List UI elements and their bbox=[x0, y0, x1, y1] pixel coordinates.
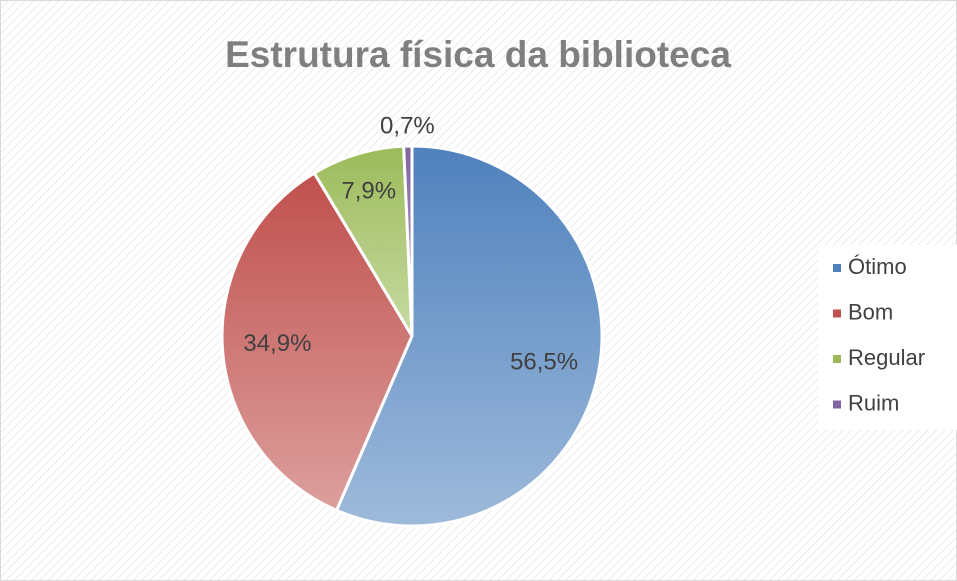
data-label: 56,5% bbox=[510, 349, 578, 376]
legend-label: Ruim bbox=[848, 390, 899, 415]
legend-label: Bom bbox=[848, 299, 893, 324]
data-label: 34,9% bbox=[243, 330, 311, 357]
legend-label: Regular bbox=[848, 345, 925, 370]
legend-swatch bbox=[833, 309, 841, 318]
data-label: 7,9% bbox=[341, 178, 396, 205]
chart-title: Estrutura física da biblioteca bbox=[225, 34, 731, 75]
pie-slice bbox=[334, 144, 604, 528]
legend-swatch bbox=[833, 264, 841, 272]
pie-slice bbox=[402, 144, 414, 337]
legend-label: Ótimo bbox=[848, 254, 907, 279]
legend-swatch bbox=[833, 355, 841, 363]
data-label: 0,7% bbox=[380, 112, 435, 139]
pie-slice bbox=[312, 144, 414, 337]
legend-box bbox=[818, 245, 957, 430]
legend-swatch bbox=[833, 400, 841, 409]
